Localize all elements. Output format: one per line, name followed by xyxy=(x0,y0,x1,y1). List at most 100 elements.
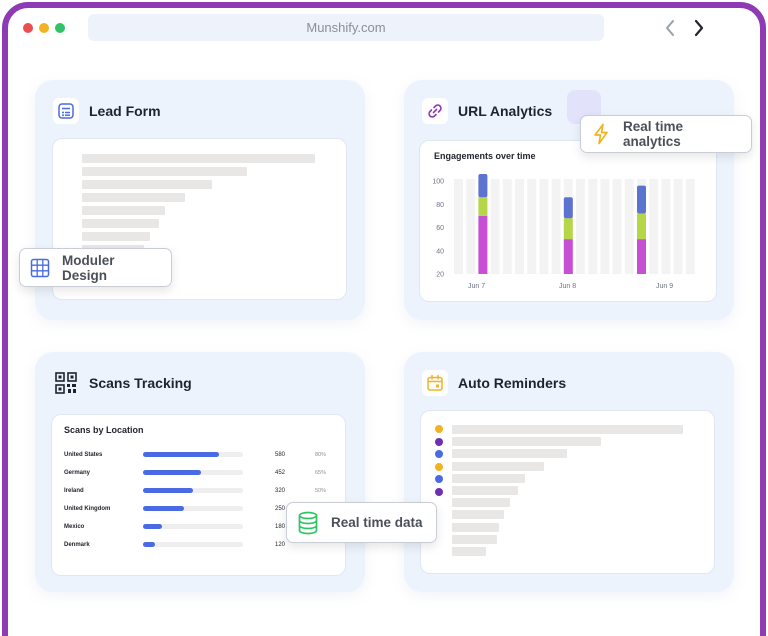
scan-count: 250 xyxy=(274,506,285,512)
form-placeholder-line xyxy=(82,219,159,228)
card-title: URL Analytics xyxy=(458,103,553,119)
progress-track xyxy=(143,506,243,511)
lightning-icon xyxy=(591,123,611,145)
reminder-dot xyxy=(435,462,443,471)
realtime-data-badge: Real time data xyxy=(286,502,437,543)
progress-fill xyxy=(143,506,184,511)
country-label: Ireland xyxy=(64,488,84,494)
badge-label: Real time analytics xyxy=(623,119,684,149)
stacked-bar-segment xyxy=(478,215,488,274)
reminder-dot xyxy=(435,487,443,496)
stacked-bar-segment xyxy=(637,213,646,240)
reminder-placeholder-line xyxy=(452,449,567,459)
chart-background-column xyxy=(673,179,683,274)
chart-background-column xyxy=(515,179,524,274)
database-icon xyxy=(297,511,319,535)
x-tick-label: Jun 7 xyxy=(468,283,485,290)
y-tick-label: 100 xyxy=(432,179,444,186)
reminder-placeholder-line xyxy=(452,534,497,544)
scan-percent: 65% xyxy=(315,470,327,476)
form-placeholder-line xyxy=(82,180,212,189)
chart-title: Engagements over time xyxy=(434,151,536,161)
scan-count: 452 xyxy=(274,470,285,476)
address-text: Munshify.com xyxy=(306,20,386,35)
address-bar[interactable]: Munshify.com xyxy=(88,14,604,41)
reminder-placeholder-line xyxy=(452,473,525,483)
y-tick-label: 80 xyxy=(436,202,444,209)
scans-tracking-card[interactable]: Scans Tracking Scans by Location United … xyxy=(35,352,365,592)
form-placeholder-line xyxy=(82,206,165,215)
chart-background-column xyxy=(539,179,549,274)
y-tick-label: 60 xyxy=(436,225,444,232)
chart-background-column xyxy=(600,179,610,274)
progress-track xyxy=(143,470,243,475)
scan-count: 120 xyxy=(274,542,285,548)
table-row: United Kingdom 250 xyxy=(52,503,342,517)
scan-percent: 80% xyxy=(315,452,327,458)
close-window-dot[interactable] xyxy=(23,23,33,33)
country-label: Mexico xyxy=(64,524,85,530)
card-title: Lead Form xyxy=(89,103,161,119)
progress-fill xyxy=(143,542,155,547)
stacked-bar-segment xyxy=(563,239,573,274)
stacked-bar-segment xyxy=(478,174,488,198)
progress-fill xyxy=(143,470,201,475)
form-icon xyxy=(53,98,79,124)
form-placeholder-line xyxy=(82,154,315,163)
stacked-bar-segment xyxy=(563,197,573,219)
scans-by-location-table: Scans by Location United States 580 80% Ger… xyxy=(51,414,346,576)
stacked-bar-segment xyxy=(637,185,646,214)
maximize-window-dot[interactable] xyxy=(55,23,65,33)
progress-fill xyxy=(143,452,219,457)
progress-fill xyxy=(143,524,162,529)
progress-track xyxy=(143,524,243,529)
qr-code-icon xyxy=(53,370,79,396)
chart-background-column xyxy=(527,179,537,274)
reminder-dot xyxy=(435,450,443,458)
reminder-placeholder-line xyxy=(452,522,499,532)
url-analytics-card[interactable]: URL Analytics Engagements over time 100 8… xyxy=(404,80,734,320)
chart-background-column xyxy=(454,179,463,274)
calendar-icon xyxy=(422,370,448,396)
forward-button[interactable] xyxy=(687,14,711,42)
table-row: United States 580 80% xyxy=(52,449,342,463)
back-button[interactable] xyxy=(658,14,682,42)
reminder-placeholder-line xyxy=(452,498,510,508)
chart-background-column xyxy=(502,179,512,274)
chart-background-column xyxy=(576,179,585,274)
progress-track xyxy=(143,488,243,493)
table-title: Scans by Location xyxy=(64,425,144,435)
reminder-placeholder-line xyxy=(452,437,601,447)
scan-count: 180 xyxy=(274,524,285,530)
table-row: Ireland 320 50% xyxy=(52,485,342,499)
country-label: Denmark xyxy=(64,542,90,548)
scan-count: 580 xyxy=(274,452,285,458)
progress-fill xyxy=(143,488,193,493)
badge-label: Real time data xyxy=(331,515,423,530)
stacked-bar-segment xyxy=(637,239,646,274)
x-tick-label: Jun 8 xyxy=(559,283,576,290)
chart-background-column xyxy=(685,179,695,274)
y-tick-label: 20 xyxy=(436,272,444,279)
stacked-bar-segment xyxy=(478,197,488,216)
country-label: United Kingdom xyxy=(64,506,111,512)
scan-percent: 50% xyxy=(315,488,327,494)
minimize-window-dot[interactable] xyxy=(39,23,49,33)
chart-background-column xyxy=(624,179,634,274)
chart-background-column xyxy=(466,179,476,274)
card-title: Auto Reminders xyxy=(458,375,567,391)
grid-icon xyxy=(30,258,50,278)
chevron-left-icon xyxy=(666,20,674,36)
table-row: Germany 452 65% xyxy=(52,467,342,481)
auto-reminders-card[interactable]: Auto Reminders xyxy=(404,352,734,592)
reminders-list xyxy=(420,410,715,574)
stacked-bar-segment xyxy=(563,218,573,240)
x-tick-label: Jun 9 xyxy=(656,283,673,290)
form-placeholder-line xyxy=(82,232,150,241)
chart-background-column xyxy=(588,179,598,274)
realtime-analytics-badge: Real time analytics xyxy=(580,115,752,153)
form-placeholder-line xyxy=(82,167,247,176)
chart-background-column xyxy=(490,179,500,274)
chart-background-column xyxy=(612,179,622,274)
reminder-placeholder-line xyxy=(452,425,683,434)
